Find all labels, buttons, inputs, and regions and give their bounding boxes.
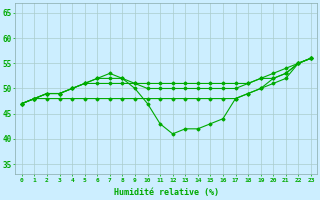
X-axis label: Humidité relative (%): Humidité relative (%) xyxy=(114,188,219,197)
